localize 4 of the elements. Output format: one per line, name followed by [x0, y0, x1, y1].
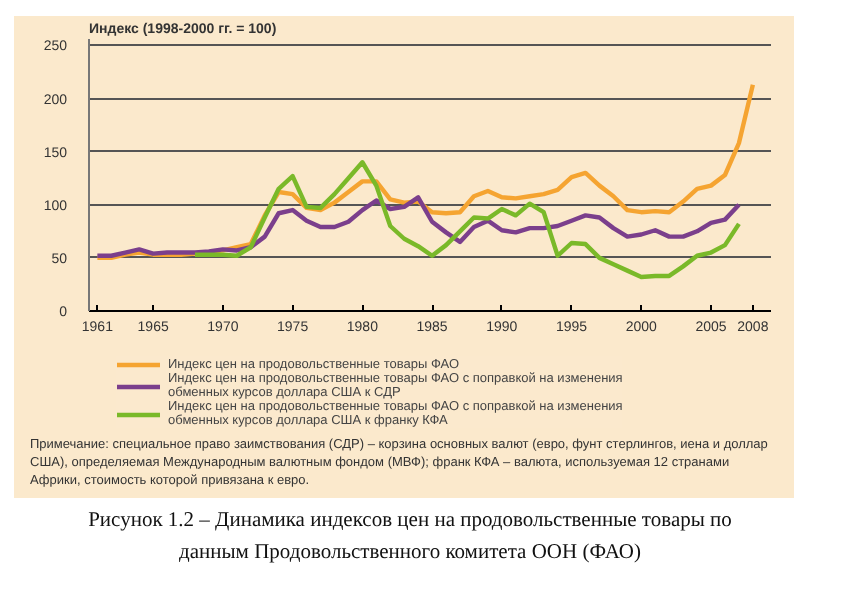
line-series — [95, 195, 742, 258]
line-series — [95, 82, 756, 261]
text: Рисунок 1.2 – Динамика индексов цен на продовольственные товары по данным Продовольственного комитета ООН (ФАО) — [86, 508, 734, 568]
line-series — [192, 160, 742, 280]
